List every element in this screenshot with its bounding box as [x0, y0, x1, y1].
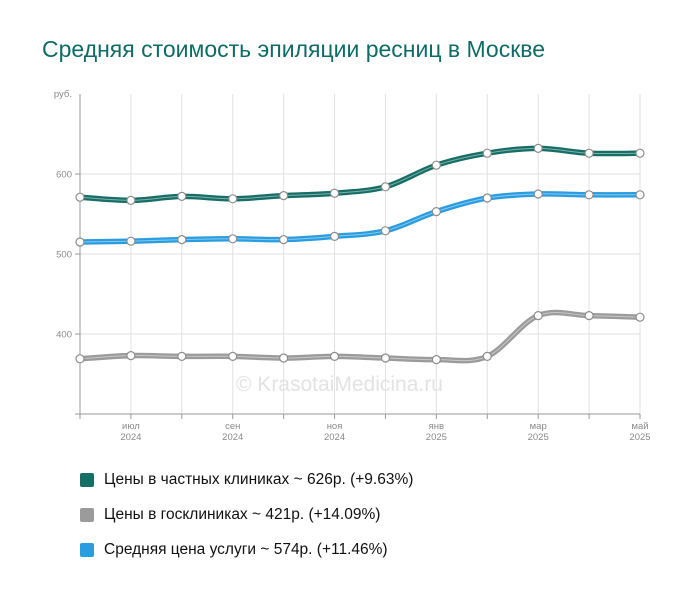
- legend-label-average: Средняя цена услуги ~ 574р. (+11.46%): [104, 540, 388, 558]
- data-point-private[interactable]: [482, 148, 492, 158]
- data-point-public[interactable]: [126, 351, 136, 361]
- data-point-private[interactable]: [533, 143, 543, 153]
- y-tick-label: 400: [56, 330, 72, 341]
- data-point-average[interactable]: [431, 207, 441, 217]
- y-unit-label: руб.: [54, 89, 72, 100]
- x-tick-month: май: [631, 421, 648, 432]
- data-point-average[interactable]: [177, 235, 187, 245]
- data-point-private[interactable]: [75, 192, 85, 202]
- data-point-public[interactable]: [431, 355, 441, 365]
- legend-item-public[interactable]: Цены в госклиниках ~ 421р. (+14.09%): [80, 497, 413, 532]
- x-tick-year: 2025: [528, 432, 549, 443]
- data-point-private[interactable]: [228, 194, 238, 204]
- data-point-average[interactable]: [126, 236, 136, 246]
- data-point-private[interactable]: [126, 195, 136, 205]
- legend-swatch-average: [80, 542, 94, 557]
- data-point-public[interactable]: [75, 354, 85, 364]
- data-point-public[interactable]: [533, 311, 543, 321]
- data-point-public[interactable]: [329, 351, 340, 361]
- x-tick-month: янв: [429, 421, 444, 432]
- data-point-public[interactable]: [380, 353, 391, 363]
- legend-label-public: Цены в госклиниках ~ 421р. (+14.09%): [104, 505, 381, 523]
- series-lines: [77, 145, 643, 364]
- data-point-public[interactable]: [279, 353, 289, 363]
- data-point-public[interactable]: [177, 351, 187, 361]
- legend-swatch-private: [80, 472, 94, 487]
- y-tick-label: 500: [56, 250, 72, 261]
- y-tick-label: 600: [56, 170, 72, 181]
- series-line-public: [77, 309, 643, 364]
- data-point-private[interactable]: [584, 148, 594, 158]
- data-point-average[interactable]: [279, 235, 289, 245]
- x-tick-month: мар: [530, 421, 547, 432]
- watermark: © KrasotaiMedicina.ru: [236, 373, 443, 396]
- x-tick-year: 2024: [222, 432, 243, 443]
- data-point-average[interactable]: [329, 231, 340, 241]
- data-point-public[interactable]: [635, 312, 645, 322]
- chart-title: Средняя стоимость эпиляции ресниц в Моск…: [42, 36, 546, 62]
- line-chart: 400500600руб.июл2024сен2024ноя2024янв202…: [54, 89, 651, 443]
- data-point-private[interactable]: [635, 148, 645, 158]
- legend-item-average[interactable]: Средняя цена услуги ~ 574р. (+11.46%): [80, 532, 413, 567]
- data-point-average[interactable]: [482, 193, 492, 203]
- data-point-private[interactable]: [431, 160, 441, 170]
- data-point-private[interactable]: [329, 188, 340, 198]
- x-tick-year: 2024: [324, 432, 345, 443]
- data-point-public[interactable]: [228, 351, 238, 361]
- data-point-public[interactable]: [482, 351, 492, 361]
- data-point-average[interactable]: [380, 226, 391, 236]
- legend-label-private: Цены в частных клиниках ~ 626р. (+9.63%): [104, 470, 414, 488]
- x-tick-year: 2025: [426, 432, 447, 443]
- data-points: [75, 143, 645, 365]
- grid: [79, 94, 641, 414]
- data-point-private[interactable]: [177, 191, 187, 201]
- legend: Цены в частных клиниках ~ 626р. (+9.63%)…: [80, 462, 413, 567]
- data-point-average[interactable]: [533, 189, 543, 199]
- x-tick-month: июл: [122, 421, 140, 432]
- data-point-private[interactable]: [279, 191, 289, 201]
- series-line-highlight-average: [79, 193, 641, 243]
- x-tick-month: сен: [225, 421, 240, 432]
- x-tick-month: ноя: [327, 421, 343, 432]
- x-tick-year: 2025: [629, 432, 650, 443]
- data-point-average[interactable]: [635, 190, 645, 200]
- legend-item-private[interactable]: Цены в частных клиниках ~ 626р. (+9.63%): [80, 462, 413, 497]
- data-point-average[interactable]: [584, 190, 594, 200]
- x-tick-year: 2024: [120, 432, 141, 443]
- legend-swatch-public: [80, 507, 94, 522]
- data-point-average[interactable]: [75, 237, 85, 247]
- data-point-private[interactable]: [380, 182, 391, 192]
- data-point-public[interactable]: [584, 311, 594, 321]
- data-point-average[interactable]: [228, 234, 238, 244]
